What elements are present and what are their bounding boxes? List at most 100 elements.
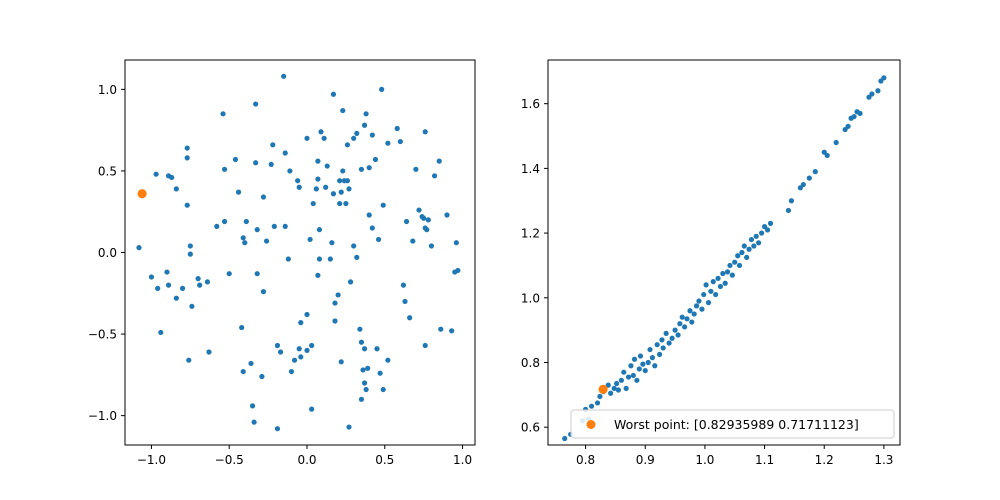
left-x-tick-label: −1.0 [137,453,166,467]
right-y-tick-label: 1.2 [521,227,540,241]
left-data-point [291,357,298,363]
right-data-point [741,243,747,249]
left-data-point [340,168,346,174]
left-data-point [184,155,190,161]
left-y-tick-label: −1.0 [88,409,117,423]
left-data-point [346,186,352,192]
left-y-tick-label: 0.5 [98,164,117,178]
right-data-point [739,249,745,256]
left-data-point [206,349,212,355]
left-data-point [453,240,459,246]
left-data-point [315,176,321,182]
left-data-point [243,218,249,225]
left-data-point [274,426,281,432]
left-data-point [422,129,428,135]
right-y-tick-label: 1.4 [521,162,540,176]
left-data-point [310,200,316,207]
left-data-point [365,365,371,371]
legend-label: Worst point: [0.82935989 0.71711123] [614,417,859,432]
right-data-point [679,314,685,320]
right-data-point [666,340,672,346]
right-data-point [845,123,851,129]
left-data-point [385,140,391,146]
right-data-point [659,337,665,343]
left-data-point [296,184,302,190]
left-x-tick-label: 1.0 [453,453,472,467]
left-data-point [358,396,365,402]
left-data-point [197,282,203,288]
right-data-point [724,269,731,275]
left-data-point [379,86,385,92]
left-data-point [260,194,267,200]
left-data-point [309,342,315,349]
left-data-point [313,186,319,192]
right-data-point [751,243,757,249]
left-data-point [253,101,259,107]
left-data-point [298,354,304,360]
right-data-point [562,435,568,442]
left-data-point [282,223,288,229]
left-data-point [296,346,302,352]
right-data-point [630,372,636,379]
right-data-point [649,355,656,361]
left-data-point [179,285,186,291]
right-data-point [744,254,750,260]
right-data-point [637,353,644,359]
left-data-point [403,218,410,225]
right-data-point [722,280,728,286]
right-data-point [597,393,603,400]
left-data-point [354,130,360,137]
right-x-tick-label: 1.3 [874,453,893,467]
right-data-point [640,361,646,367]
right-data-point [677,321,683,327]
right-data-point [756,240,762,246]
left-data-point [330,191,337,197]
left-data-point [397,138,403,145]
left-y-tick-label: 0.0 [98,246,117,260]
left-data-point [366,165,372,171]
left-highlight-point [137,189,147,199]
right-data-point [767,220,774,226]
left-data-point [184,202,190,208]
right-data-point [788,198,795,204]
left-data-point [271,223,277,229]
left-data-point [187,243,193,249]
left-data-point [315,158,321,164]
left-main-points [136,73,461,432]
right-data-point [605,382,611,388]
left-data-point [436,158,442,164]
left-data-point [338,359,344,365]
left-data-point [329,240,335,246]
left-data-point [431,173,438,179]
left-data-point [363,386,369,393]
legend-marker [586,420,596,429]
left-data-point [186,357,192,363]
right-data-point [645,359,651,366]
left-data-point [455,267,461,274]
left-data-point [242,240,248,246]
left-data-point [295,178,301,184]
left-data-point [307,236,313,243]
left-data-point [259,373,265,380]
right-axes: 0.8 0.9 1.0 1.1 1.2 1.3 0.6 0.8 1.0 1.2 1.4 1.6 Wo… [521,59,901,467]
left-data-point [361,346,368,352]
right-y-tick-label: 0.6 [521,421,540,435]
right-data-point [687,308,693,314]
left-data-point [248,360,254,367]
left-data-point [298,320,304,326]
right-data-point [682,324,688,330]
left-data-point [438,326,444,332]
right-data-point [758,230,765,236]
left-highlight-points [137,189,147,199]
right-data-point [693,303,700,309]
left-data-point [375,236,382,243]
left-data-point [136,245,142,251]
left-data-point [240,235,246,241]
right-data-point [642,367,648,374]
right-data-point [857,110,863,116]
left-data-point [344,142,351,148]
left-data-point [253,160,259,166]
right-data-point [764,227,771,233]
left-data-point [327,256,333,262]
